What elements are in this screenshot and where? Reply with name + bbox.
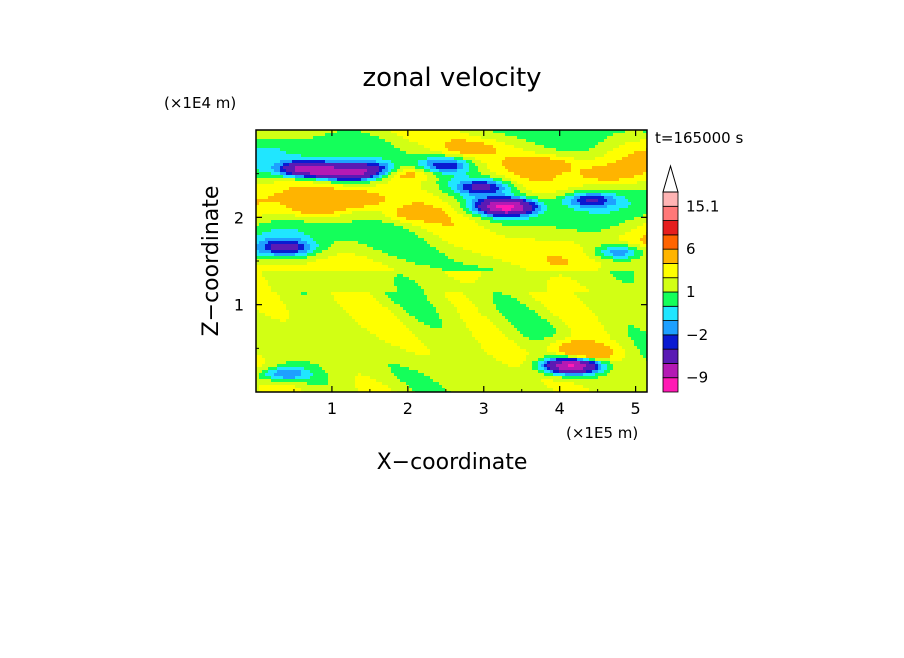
x-tick-label: 4	[555, 399, 565, 418]
y-tick-label: 2	[234, 208, 244, 227]
colorbar-label: 1	[686, 283, 696, 301]
colorbar-swatch	[663, 292, 678, 306]
x-tick-label: 3	[479, 399, 489, 418]
colorbar-swatch	[663, 192, 678, 206]
x-axis-label: X−coordinate	[377, 450, 528, 475]
colorbar-label: 6	[686, 240, 696, 258]
colorbar-swatch	[663, 363, 678, 377]
chart-title: zonal velocity	[362, 63, 541, 93]
colorbar-swatch	[663, 335, 678, 349]
colorbar-swatch	[663, 306, 678, 320]
colorbar-swatch	[663, 263, 678, 277]
colorbar-swatch	[663, 349, 678, 363]
x-unit-label: (×1E5 m)	[566, 424, 638, 442]
colorbar-label: −2	[686, 326, 708, 344]
colorbar-swatch	[663, 221, 678, 235]
colorbar-swatch	[663, 278, 678, 292]
colorbar-swatch	[663, 378, 678, 392]
x-tick-label: 2	[403, 399, 413, 418]
time-label: t=165000 s	[655, 129, 743, 147]
colorbar-swatch	[663, 206, 678, 220]
x-tick-label: 1	[327, 399, 337, 418]
colorbar-label: −9	[686, 369, 708, 387]
y-unit-label: (×1E4 m)	[164, 94, 236, 112]
colorbar-swatch	[663, 235, 678, 249]
y-tick-label: 1	[234, 296, 244, 315]
y-axis-label: Z−coordinate	[199, 186, 224, 337]
colorbar: 15.1 6 1 −2 −9	[663, 166, 719, 392]
x-tick-label: 5	[631, 399, 641, 418]
colorbar-over-arrow	[663, 166, 678, 192]
colorbar-label: 15.1	[686, 197, 719, 215]
velocity-field	[256, 130, 649, 394]
colorbar-swatch	[663, 249, 678, 263]
colorbar-swatch	[663, 321, 678, 335]
plot-area	[256, 130, 649, 394]
